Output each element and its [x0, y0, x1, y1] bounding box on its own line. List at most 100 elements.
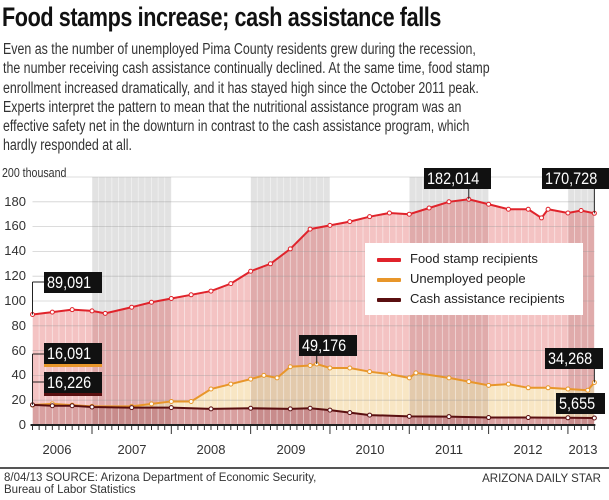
data-point: [168, 296, 174, 302]
data-point: [188, 398, 194, 404]
data-point: [413, 370, 419, 376]
label-food-start: 89,091: [44, 272, 102, 293]
y-tick-label: 100: [4, 293, 26, 308]
data-point: [505, 206, 511, 212]
legend-swatch-icon: [377, 277, 401, 282]
description-line: the number receiving cash assistance con…: [3, 60, 490, 78]
y-tick-label: 80: [11, 318, 26, 333]
data-point: [426, 205, 432, 211]
label-food-end: 170,728: [542, 168, 609, 189]
data-point: [446, 375, 452, 381]
data-point: [287, 246, 293, 252]
data-point: [49, 403, 55, 409]
y-tick-label: 120: [4, 268, 26, 283]
label-unemployed-end: 34,268: [545, 348, 603, 369]
data-point: [168, 398, 174, 404]
data-point: [307, 405, 313, 411]
description-line: hardly responded at all.: [3, 137, 132, 155]
label-cash-start: 16,226: [44, 372, 102, 396]
data-point: [486, 415, 492, 421]
data-point: [248, 268, 254, 274]
label-unemployed-start: 16,091: [44, 343, 102, 367]
legend-label: Food stamp recipients: [410, 251, 538, 266]
label-unemployed-peak: 49,176: [299, 335, 357, 356]
y-tick-label: 140: [4, 243, 26, 258]
data-point: [466, 379, 472, 385]
x-tick-label: 2013: [568, 442, 598, 457]
y-tick-label: 180: [4, 194, 26, 209]
data-point: [274, 375, 280, 381]
area-cash-assistance: [32, 404, 595, 425]
data-point: [486, 201, 492, 207]
data-point: [49, 309, 55, 315]
description-line: enrollment increased dramatically, and i…: [3, 79, 479, 97]
data-point: [208, 386, 214, 392]
y-tick-label: 40: [11, 367, 26, 382]
data-point: [367, 369, 373, 375]
description-line: effective safety net in the downturn in …: [3, 118, 470, 136]
data-point: [168, 405, 174, 411]
data-point: [386, 210, 392, 216]
legend-item-cash-assistance: Cash assistance recipients: [377, 291, 565, 306]
data-point: [406, 211, 412, 217]
data-point: [148, 299, 154, 305]
data-point: [585, 387, 591, 393]
x-tick-label: 2011: [435, 442, 463, 457]
source-line: Bureau of Labor Statistics: [4, 484, 136, 496]
legend-item-food-stamps: Food stamp recipients: [377, 251, 538, 266]
data-point: [525, 415, 531, 421]
chart-description: Even as the number of unemployed Pima Co…: [3, 40, 609, 156]
y-axis-unit-label: 200 thousand: [2, 166, 67, 180]
data-point: [89, 308, 95, 314]
y-tick-label: 60: [11, 343, 26, 358]
data-point: [148, 401, 154, 407]
data-point: [287, 364, 293, 370]
description-line: Experts interpret the pattern to mean th…: [3, 98, 462, 116]
data-point: [367, 412, 373, 418]
data-point: [307, 362, 313, 368]
footer-divider: [0, 467, 609, 469]
data-point: [347, 219, 353, 225]
data-point: [486, 382, 492, 388]
data-point: [446, 414, 452, 420]
data-point: [327, 222, 333, 228]
source-line: 8/04/13 SOURCE: Arizona Department of Ec…: [4, 472, 317, 484]
data-point: [347, 410, 353, 416]
data-point: [367, 214, 373, 220]
data-point: [565, 210, 571, 216]
data-point: [102, 310, 108, 316]
data-point: [406, 413, 412, 419]
data-point: [248, 405, 254, 411]
legend-swatch-icon: [377, 257, 401, 262]
legend-item-unemployed: Unemployed people: [377, 271, 526, 286]
data-point: [525, 206, 531, 212]
data-point: [446, 199, 452, 205]
data-point: [406, 375, 412, 381]
legend-label: Unemployed people: [410, 271, 526, 286]
data-point: [525, 385, 531, 391]
data-point: [208, 288, 214, 294]
data-point: [89, 404, 95, 410]
y-tick-label: 0: [18, 417, 26, 432]
chart-title: Food stamps increase; cash assistance fa…: [2, 2, 442, 32]
data-point: [248, 376, 254, 382]
data-point: [538, 215, 544, 221]
data-point: [69, 307, 75, 313]
legend-label: Cash assistance recipients: [410, 291, 565, 306]
y-tick-label: 20: [11, 392, 26, 407]
x-tick-label: 2006: [42, 442, 72, 457]
label-food-peak: 182,014: [424, 168, 492, 189]
data-point: [565, 386, 571, 392]
data-point: [129, 304, 135, 310]
legend: Food stamp recipients Unemployed people …: [365, 243, 583, 315]
data-point: [228, 381, 234, 387]
data-point: [129, 405, 135, 411]
data-point: [188, 292, 194, 298]
data-point: [208, 406, 214, 412]
data-point: [307, 226, 313, 232]
x-tick-label: 2007: [117, 442, 147, 457]
data-point: [327, 407, 333, 413]
data-point: [578, 207, 584, 213]
data-point: [545, 385, 551, 391]
x-tick-label: 2012: [513, 442, 543, 457]
